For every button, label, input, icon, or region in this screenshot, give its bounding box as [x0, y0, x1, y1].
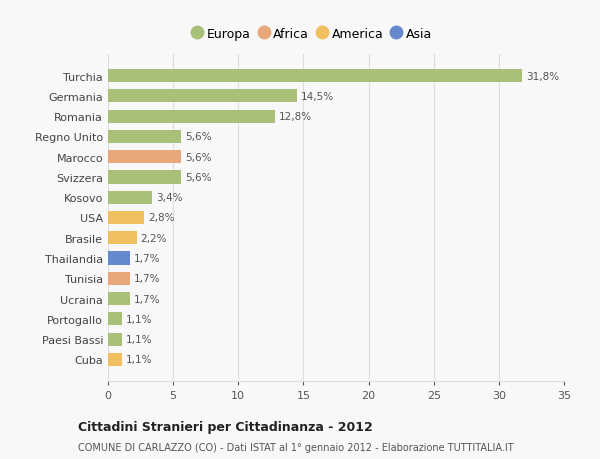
- Legend: Europa, Africa, America, Asia: Europa, Africa, America, Asia: [192, 25, 434, 44]
- Text: 5,6%: 5,6%: [185, 152, 211, 162]
- Text: COMUNE DI CARLAZZO (CO) - Dati ISTAT al 1° gennaio 2012 - Elaborazione TUTTITALI: COMUNE DI CARLAZZO (CO) - Dati ISTAT al …: [78, 442, 514, 452]
- Bar: [108, 292, 130, 306]
- Bar: [108, 90, 297, 103]
- Text: 2,8%: 2,8%: [148, 213, 175, 223]
- Text: 1,7%: 1,7%: [134, 274, 161, 284]
- Text: 5,6%: 5,6%: [185, 132, 211, 142]
- Text: 14,5%: 14,5%: [301, 92, 334, 102]
- Text: 1,7%: 1,7%: [134, 294, 161, 304]
- Bar: [108, 70, 523, 83]
- Text: 1,1%: 1,1%: [126, 334, 153, 344]
- Bar: [108, 212, 145, 224]
- Text: 1,1%: 1,1%: [126, 314, 153, 324]
- Bar: [108, 272, 130, 285]
- Text: 2,2%: 2,2%: [140, 233, 167, 243]
- Bar: [108, 333, 122, 346]
- Bar: [108, 110, 275, 123]
- Bar: [108, 171, 181, 184]
- Text: 3,4%: 3,4%: [156, 193, 183, 203]
- Text: Cittadini Stranieri per Cittadinanza - 2012: Cittadini Stranieri per Cittadinanza - 2…: [78, 420, 373, 433]
- Text: 1,1%: 1,1%: [126, 355, 153, 364]
- Bar: [108, 313, 122, 326]
- Text: 5,6%: 5,6%: [185, 173, 211, 183]
- Text: 1,7%: 1,7%: [134, 253, 161, 263]
- Bar: [108, 353, 122, 366]
- Bar: [108, 151, 181, 164]
- Bar: [108, 130, 181, 144]
- Bar: [108, 191, 152, 204]
- Bar: [108, 252, 130, 265]
- Text: 31,8%: 31,8%: [526, 72, 559, 81]
- Text: 12,8%: 12,8%: [278, 112, 312, 122]
- Bar: [108, 232, 137, 245]
